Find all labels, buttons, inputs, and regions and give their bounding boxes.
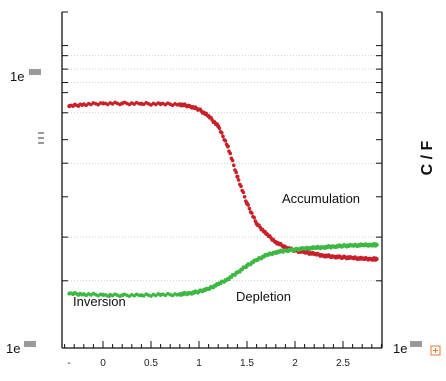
series-0-interp-11-7 (234, 170, 238, 175)
series-0-interp-2-7 (118, 102, 122, 107)
series-0-interp-1-7 (98, 101, 103, 105)
expand-icon[interactable] (430, 345, 441, 356)
faint-mark-1 (38, 132, 44, 134)
series-0-interp-12-6 (242, 195, 247, 199)
x-tick-label-2: 0.5 (144, 358, 158, 369)
series-0-interp-13-1 (246, 203, 250, 207)
series-layer (67, 100, 379, 299)
series-0-interp-8-7 (205, 113, 210, 118)
series-0-interp-13-7 (253, 219, 258, 223)
series-0-interp-10-1 (217, 126, 222, 131)
axes-layer (61, 12, 383, 349)
annotation-depletion: Depletion (236, 289, 291, 304)
series-1-interp-17-7 (292, 248, 296, 253)
series-0-interp-26-7 (374, 256, 378, 261)
series-0-point-12 (235, 174, 240, 179)
series-0-interp-14-7 (263, 229, 267, 234)
left-top-tick-label: 1e (10, 69, 41, 84)
series-0-interp-11-5 (232, 163, 236, 168)
series-1 (67, 242, 379, 299)
series-0-interp-12-3 (239, 184, 243, 189)
y-axis-label: C / F (419, 140, 436, 175)
series-0-interp-13-2 (247, 206, 252, 211)
annotation-accumulation: Accumulation (282, 191, 360, 206)
series-1-interp-4-7 (156, 292, 160, 296)
series-1-interp-7-7 (196, 290, 200, 295)
series-0-interp-10-6 (223, 139, 228, 143)
series-0-interp-0-7 (80, 103, 84, 107)
series-1-interp-22-7 (340, 245, 344, 249)
series-0-interp-3-7 (137, 101, 141, 106)
x-tick-label-0: - (67, 358, 70, 369)
x-tick-label-6: 2.5 (336, 358, 350, 369)
x-tick-label-5: 2 (292, 358, 298, 369)
faint-mark-3 (38, 142, 44, 144)
left-axis-faint-label (38, 132, 44, 144)
series-0-interp-11-2 (228, 151, 232, 156)
series-1-interp-5-7 (175, 293, 180, 297)
series-0-interp-13-6 (252, 215, 256, 220)
x-tick-label-1: 0 (100, 358, 106, 369)
x-tick-label-3: 1 (196, 358, 202, 369)
left-top-tick-text: 1e (10, 69, 24, 84)
left-bottom-tick-text: 1e (6, 341, 20, 356)
x-tick-label-4: 1.5 (240, 358, 254, 369)
left-bottom-tick-label: 1e (6, 341, 36, 356)
series-1-interp-3-7 (137, 293, 141, 298)
annotation-inversion: Inversion (73, 294, 126, 309)
series-0-interp-10-3 (220, 130, 224, 135)
series-0-interp-10-7 (224, 142, 229, 147)
series-0-interp-13-4 (250, 211, 254, 215)
series-1-interp-0-7 (80, 292, 84, 297)
series-0-interp-5-7 (175, 103, 180, 107)
series-0-interp-9-7 (215, 122, 219, 126)
series-1-interp-26-7 (374, 242, 378, 247)
series-0-interp-12-1 (236, 178, 241, 182)
series-0-interp-15-7 (272, 239, 277, 244)
right-bottom-exponent-blur (410, 341, 422, 347)
series-0 (67, 100, 379, 262)
right-bottom-tick-text: 1e (393, 341, 407, 356)
ticks-layer: - 0 0.5 1 1.5 2 2.5 (62, 11, 382, 369)
left-top-exponent-blur (29, 69, 41, 75)
series-1-interp-1-7 (98, 292, 103, 297)
series-1-interp-12-7 (244, 265, 248, 270)
series-0-interp-10-4 (221, 134, 225, 139)
series-0-interp-12-7 (244, 199, 248, 203)
right-bottom-tick-label: 1e (393, 341, 422, 356)
series-0-interp-4-7 (156, 101, 160, 105)
series-0-interp-12-5 (241, 190, 246, 195)
series-1-interp-2-7 (118, 294, 122, 299)
faint-mark-2 (38, 137, 44, 139)
series-0-interp-11-4 (230, 158, 235, 163)
left-bottom-exponent-blur (24, 341, 36, 347)
